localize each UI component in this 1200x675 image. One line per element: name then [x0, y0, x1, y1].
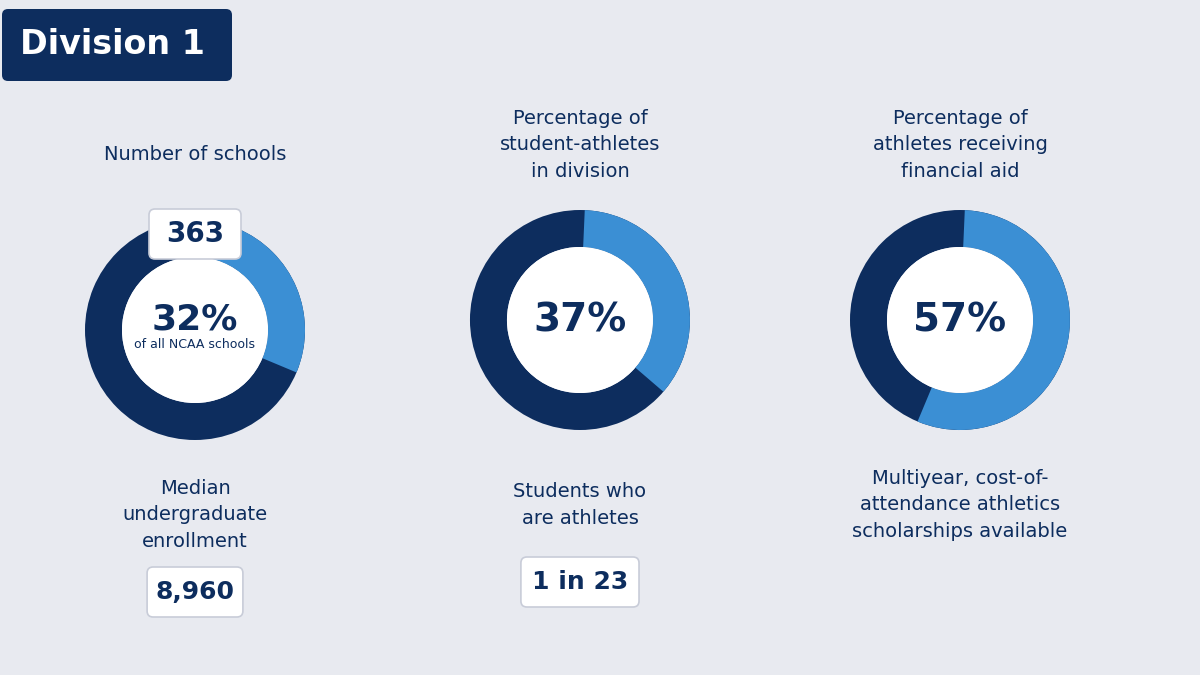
Text: Percentage of
athletes receiving
financial aid: Percentage of athletes receiving financi…	[872, 109, 1048, 181]
Text: 8,960: 8,960	[156, 580, 234, 604]
FancyBboxPatch shape	[521, 557, 640, 607]
FancyBboxPatch shape	[2, 9, 232, 81]
FancyBboxPatch shape	[149, 209, 241, 259]
Text: of all NCAA schools: of all NCAA schools	[134, 338, 256, 350]
Text: Number of schools: Number of schools	[104, 146, 286, 165]
Text: Percentage of
student-athletes
in division: Percentage of student-athletes in divisi…	[499, 109, 660, 181]
Circle shape	[887, 247, 1033, 393]
Text: Students who
are athletes: Students who are athletes	[514, 482, 647, 528]
Text: 57%: 57%	[913, 301, 1007, 339]
Text: 37%: 37%	[533, 301, 626, 339]
Text: 32%: 32%	[152, 303, 238, 337]
Circle shape	[122, 257, 268, 403]
Wedge shape	[583, 210, 690, 392]
Text: 363: 363	[166, 220, 224, 248]
Wedge shape	[85, 220, 305, 440]
Wedge shape	[918, 210, 1070, 430]
FancyBboxPatch shape	[148, 567, 242, 617]
Text: Multiyear, cost-of-
attendance athletics
scholarships available: Multiyear, cost-of- attendance athletics…	[852, 469, 1068, 541]
Text: Median
undergraduate
enrollment: Median undergraduate enrollment	[122, 479, 268, 551]
Text: Division 1: Division 1	[20, 28, 205, 61]
Circle shape	[506, 247, 653, 393]
Wedge shape	[850, 210, 1070, 430]
Text: 1 in 23: 1 in 23	[532, 570, 628, 594]
Wedge shape	[198, 220, 305, 373]
Wedge shape	[470, 210, 690, 430]
